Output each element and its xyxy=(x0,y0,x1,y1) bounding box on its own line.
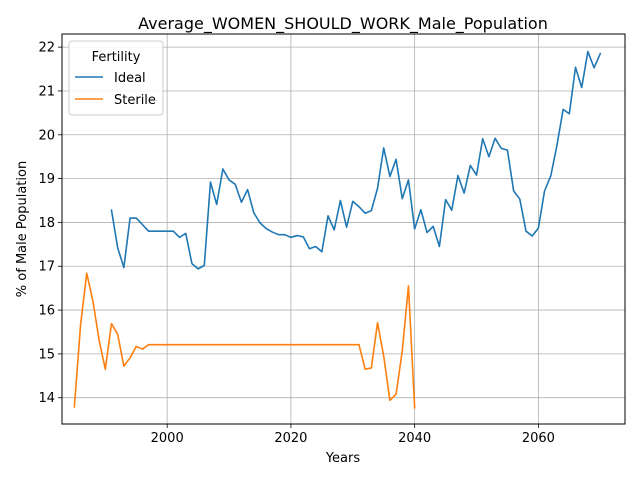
y-axis-ticks: 14 15 16 17 18 19 20 21 22 xyxy=(38,41,62,406)
y-tick-label: 21 xyxy=(38,84,55,99)
plot-area-frame xyxy=(61,33,626,425)
legend-title: Fertility xyxy=(92,50,141,65)
y-tick-label: 17 xyxy=(38,260,55,275)
x-tick-label: 2000 xyxy=(151,431,184,446)
series-line-sterile xyxy=(73,272,416,409)
y-tick-label: 15 xyxy=(38,347,55,362)
series-line-ideal xyxy=(110,50,602,270)
x-axis-ticks: 2000 2020 2040 2060 xyxy=(151,424,555,446)
x-tick-label: 2060 xyxy=(522,431,555,446)
y-tick-label: 16 xyxy=(38,304,55,319)
x-tick-label: 2040 xyxy=(398,431,431,446)
y-tick-label: 22 xyxy=(38,41,55,56)
y-tick-label: 19 xyxy=(38,172,55,187)
series-lines xyxy=(73,50,602,409)
legend: Fertility Ideal Sterile xyxy=(68,40,164,116)
y-tick-label: 14 xyxy=(38,391,55,406)
x-axis-title: Years xyxy=(325,451,361,466)
chart-title: Average_WOMEN_SHOULD_WORK_Male_Populatio… xyxy=(138,14,548,34)
y-tick-label: 20 xyxy=(38,128,55,143)
y-tick-label: 18 xyxy=(38,216,55,231)
y-axis-title: % of Male Population xyxy=(15,161,30,297)
legend-box xyxy=(68,40,164,116)
legend-label-ideal: Ideal xyxy=(114,71,146,86)
x-tick-label: 2020 xyxy=(274,431,307,446)
legend-label-sterile: Sterile xyxy=(114,93,156,108)
